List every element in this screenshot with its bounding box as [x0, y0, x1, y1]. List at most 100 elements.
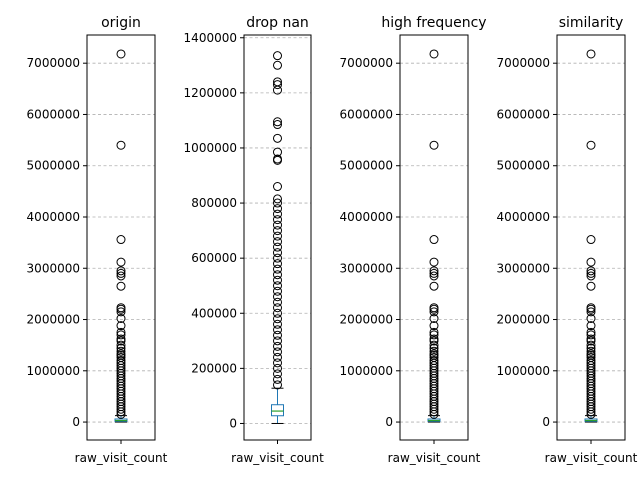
outlier-point: [586, 340, 596, 350]
outlier-point: [429, 307, 439, 317]
outlier-point: [273, 226, 282, 236]
outlier-point: [116, 304, 126, 314]
outlier-point: [273, 352, 282, 362]
outlier-point: [273, 60, 282, 70]
outlier-point: [116, 235, 126, 245]
outlier-point: [429, 314, 439, 323]
outlier-point: [586, 271, 596, 281]
outlier-point: [116, 409, 126, 419]
outlier-point: [586, 266, 596, 276]
y-tick-label: 200000: [191, 361, 237, 375]
outlier-point: [273, 215, 282, 225]
outlier-point: [586, 307, 596, 317]
outlier-point: [429, 343, 439, 353]
outlier-point: [273, 380, 282, 390]
y-tick-label: 0: [72, 415, 80, 429]
outlier-point: [586, 281, 596, 291]
outlier-point: [273, 242, 282, 252]
y-tick-label: 1000000: [497, 364, 550, 378]
subplot-title: high frequency: [381, 15, 486, 31]
outlier-point: [586, 321, 596, 331]
outlier-point: [116, 268, 126, 278]
outlier-point: [429, 304, 439, 314]
y-tick-label: 4000000: [27, 210, 80, 224]
outlier-point: [116, 346, 126, 356]
outlier-point: [116, 343, 126, 353]
y-tick-label: 800000: [191, 196, 237, 210]
outlier-point: [586, 327, 596, 337]
y-tick-label: 4000000: [497, 210, 550, 224]
outlier-point: [429, 346, 439, 356]
outlier-point: [273, 325, 282, 335]
y-tick-label: 7000000: [497, 56, 550, 70]
y-tick-label: 4000000: [340, 210, 393, 224]
outlier-point: [429, 266, 439, 276]
outlier-point: [273, 270, 282, 280]
outlier-point: [586, 336, 596, 346]
outlier-point: [116, 336, 126, 346]
y-tick-label: 2000000: [340, 313, 393, 327]
outlier-point: [273, 209, 282, 219]
outlier-point: [586, 343, 596, 353]
outlier-point: [429, 340, 439, 350]
outlier-point: [429, 409, 439, 419]
outlier-point: [273, 259, 282, 269]
x-tick-label: raw_visit_count: [75, 451, 168, 465]
subplot-4: 0 1000000 2000000 3000000 4000000 5000000 6000…: [497, 15, 638, 465]
outlier-point: [273, 281, 282, 291]
y-tick-label: 600000: [191, 251, 237, 265]
outlier-point: [586, 268, 596, 278]
outlier-point: [273, 358, 282, 368]
outlier-point: [273, 369, 282, 379]
outlier-point: [586, 314, 596, 323]
outlier-point: [273, 303, 282, 313]
x-tick-label: raw_visit_count: [545, 451, 638, 465]
outlier-point: [273, 374, 282, 384]
outlier-point: [116, 327, 126, 337]
y-tick-label: 6000000: [497, 107, 550, 121]
outlier-point: [116, 404, 126, 414]
y-tick-label: 6000000: [340, 107, 393, 121]
subplot-title: drop nan: [246, 15, 309, 31]
outlier-point: [429, 49, 439, 59]
y-tick-label: 5000000: [340, 159, 393, 173]
y-tick-label: 0: [385, 415, 393, 429]
outlier-point: [273, 231, 282, 241]
outlier-point: [116, 330, 126, 340]
y-tick-label: 0: [542, 415, 550, 429]
outlier-point: [273, 297, 282, 307]
outlier-point: [273, 182, 282, 192]
outlier-point: [273, 120, 282, 130]
outlier-point: [429, 321, 439, 331]
outlier-point: [273, 51, 282, 61]
y-tick-label: 3000000: [340, 261, 393, 275]
y-tick-label: 5000000: [497, 159, 550, 173]
outlier-point: [116, 321, 126, 331]
y-tick-label: 2000000: [27, 313, 80, 327]
subplot-title: origin: [101, 15, 141, 31]
outlier-point: [586, 140, 596, 150]
outlier-point: [273, 264, 282, 274]
outlier-point: [273, 275, 282, 285]
outlier-point: [429, 257, 439, 267]
y-tick-label: 3000000: [497, 261, 550, 275]
y-tick-label: 1200000: [184, 86, 237, 100]
outlier-point: [429, 271, 439, 281]
outlier-point: [429, 407, 439, 417]
outlier-point: [273, 117, 282, 127]
y-tick-label: 1400000: [184, 31, 237, 45]
outlier-point: [116, 49, 126, 59]
outlier-point: [429, 140, 439, 150]
outlier-point: [586, 346, 596, 356]
outlier-point: [273, 237, 282, 247]
y-tick-label: 5000000: [27, 159, 80, 173]
outlier-point: [116, 140, 126, 150]
box-iqr: [271, 404, 284, 417]
outlier-point: [429, 327, 439, 337]
outlier-point: [586, 407, 596, 417]
outlier-point: [273, 314, 282, 324]
x-tick-label: raw_visit_count: [231, 451, 324, 465]
outlier-point: [273, 336, 282, 346]
outlier-point: [273, 286, 282, 296]
